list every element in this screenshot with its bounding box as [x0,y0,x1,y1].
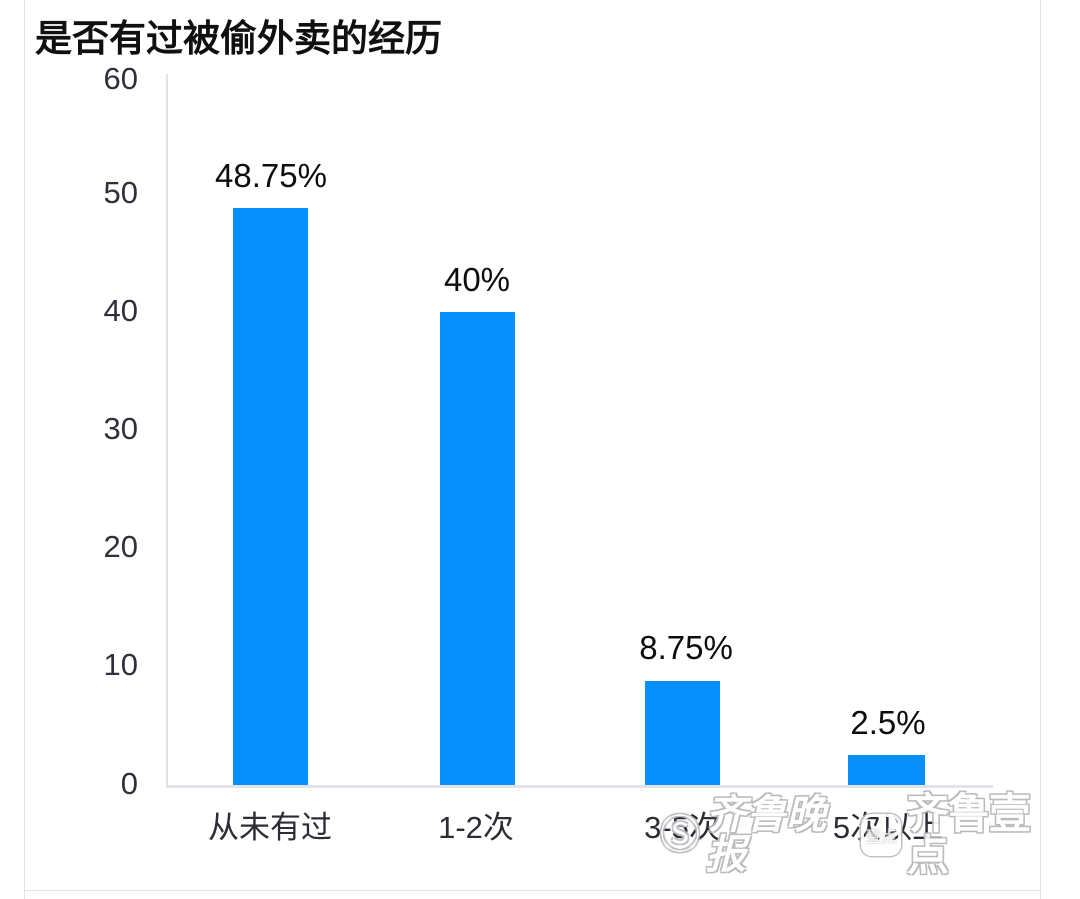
bar-value-label-3: 2.5% [850,704,926,741]
card-border-bottom [24,890,1041,891]
x-category-label-3: 5次以上 [832,810,944,845]
chart-title: 是否有过被偷外卖的经历 [35,18,442,59]
y-axis-line [166,74,168,785]
x-category-label-1: 1-2次 [438,810,514,845]
bar-1[interactable] [440,312,515,785]
y-tick-30: 30 [103,411,138,446]
bar-3[interactable] [848,755,925,785]
x-category-label-2: 3-5次 [644,810,720,845]
bar-value-label-0: 48.75% [215,157,327,194]
x-axis-line [166,785,993,788]
bar-value-label-1: 40% [443,261,511,298]
y-tick-20: 20 [103,529,138,564]
y-tick-50: 50 [103,175,138,210]
plot-area [166,74,993,788]
card-border-right [1040,0,1041,899]
y-tick-60: 60 [103,61,138,96]
y-axis-ticks: 60 50 40 30 20 10 0 [0,0,150,899]
bar-value-label-2: 8.75% [639,629,733,666]
y-tick-40: 40 [103,293,138,328]
bar-0[interactable] [233,208,308,785]
bar-2[interactable] [645,681,720,785]
card-border-left [24,0,25,899]
y-tick-0: 0 [120,766,138,801]
y-tick-10: 10 [103,647,138,682]
x-category-label-0: 从未有过 [208,810,332,845]
